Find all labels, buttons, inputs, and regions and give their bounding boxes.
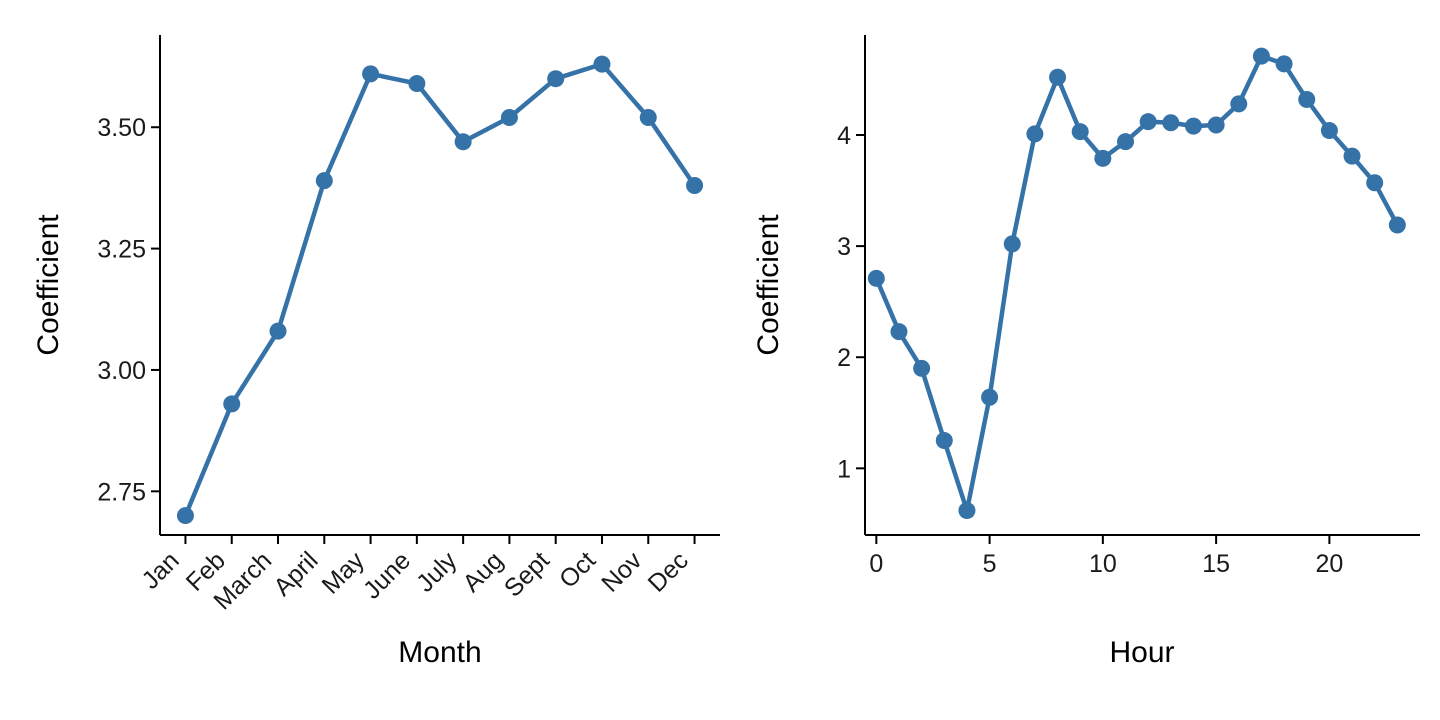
x-tick-label: June bbox=[358, 546, 416, 604]
x-tick-label: Jan bbox=[136, 546, 184, 594]
left-y-axis-title: Coefficient bbox=[32, 214, 65, 356]
data-point bbox=[1139, 113, 1157, 131]
data-line bbox=[183, 61, 697, 518]
data-line bbox=[874, 53, 1400, 513]
data-point bbox=[1049, 68, 1067, 86]
data-point bbox=[1388, 216, 1406, 234]
data-point bbox=[500, 109, 518, 127]
data-point bbox=[913, 359, 931, 377]
data-point bbox=[1298, 90, 1316, 108]
x-tick-label: 0 bbox=[869, 550, 883, 578]
data-point bbox=[547, 70, 565, 88]
hour-coefficient-chart: Coefficient Hour 1 2 3 4 0 5 10 15 20 bbox=[752, 35, 1420, 669]
data-point bbox=[1252, 47, 1270, 65]
data-point bbox=[1162, 114, 1180, 132]
x-tick-label: 10 bbox=[1089, 550, 1117, 578]
x-tick-label: Oct bbox=[554, 546, 601, 593]
right-x-axis-title: Hour bbox=[1109, 636, 1174, 669]
data-point bbox=[223, 395, 241, 413]
y-tick-label: 3 bbox=[837, 233, 851, 261]
data-point bbox=[890, 323, 908, 341]
x-tick-label: 15 bbox=[1202, 550, 1230, 578]
data-point bbox=[176, 507, 194, 525]
right-y-axis-title: Coefficient bbox=[752, 214, 785, 356]
x-tick-label: April bbox=[268, 546, 323, 601]
x-tick-label: Nov bbox=[596, 546, 648, 598]
x-tick-label: Aug bbox=[457, 546, 508, 597]
x-tick-label: July bbox=[411, 546, 463, 598]
x-tick-label: Dec bbox=[643, 546, 694, 597]
data-point bbox=[958, 502, 976, 520]
data-point bbox=[454, 133, 472, 151]
x-tick-label: May bbox=[317, 546, 371, 600]
data-point bbox=[1026, 125, 1044, 143]
data-point bbox=[1366, 174, 1384, 192]
data-point bbox=[867, 269, 885, 287]
data-point bbox=[1003, 235, 1021, 253]
data-point bbox=[269, 322, 287, 340]
data-point bbox=[935, 432, 953, 450]
data-point bbox=[1184, 117, 1202, 135]
data-point bbox=[315, 172, 333, 190]
data-point bbox=[1343, 147, 1361, 165]
y-tick-label: 3.00 bbox=[97, 357, 146, 385]
data-point bbox=[686, 176, 704, 194]
data-point bbox=[1230, 95, 1248, 113]
data-point bbox=[981, 388, 999, 406]
y-tick-label: 4 bbox=[837, 122, 851, 150]
x-tick-label: 20 bbox=[1315, 550, 1343, 578]
data-point bbox=[1117, 133, 1135, 151]
data-point bbox=[1207, 116, 1225, 134]
data-point bbox=[362, 65, 380, 83]
x-tick-label: 5 bbox=[983, 550, 997, 578]
data-point bbox=[1320, 122, 1338, 140]
y-tick-label: 1 bbox=[837, 455, 851, 483]
data-point bbox=[1071, 123, 1089, 141]
month-coefficient-chart: Coefficient Month 2.753.003.253.50JanFeb… bbox=[32, 35, 720, 669]
x-tick-label: Sept bbox=[499, 546, 555, 602]
y-tick-label: 3.25 bbox=[97, 236, 146, 264]
y-tick-label: 3.50 bbox=[97, 114, 146, 142]
data-point bbox=[593, 55, 611, 73]
data-point bbox=[1275, 55, 1293, 73]
left-x-axis-title: Month bbox=[398, 636, 481, 669]
data-point bbox=[1094, 149, 1112, 167]
y-tick-label: 2.75 bbox=[97, 478, 146, 506]
data-point bbox=[408, 75, 426, 93]
data-point bbox=[639, 109, 657, 127]
y-tick-label: 2 bbox=[837, 344, 851, 372]
